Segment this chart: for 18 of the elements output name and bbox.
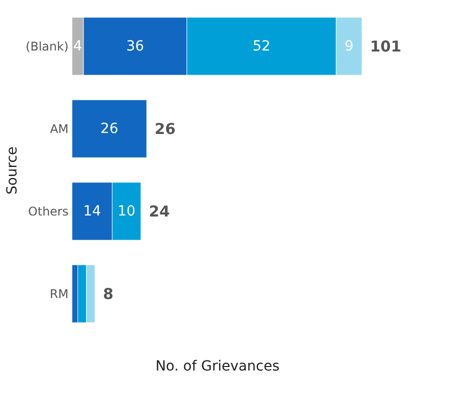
data-label: 26 bbox=[100, 120, 118, 137]
y-tick-label: AM bbox=[50, 122, 68, 136]
data-label: 14 bbox=[83, 203, 102, 220]
y-tick-label: RM bbox=[50, 286, 68, 301]
total-label: 24 bbox=[148, 202, 170, 220]
y-axis-title: Source bbox=[4, 146, 21, 195]
x-axis-title: No. of Grievances bbox=[155, 358, 280, 374]
data-label: 10 bbox=[118, 203, 136, 220]
data-label: 4 bbox=[73, 38, 82, 54]
data-label: 52 bbox=[252, 38, 270, 54]
bar bbox=[72, 100, 147, 158]
total-label: 8 bbox=[102, 284, 114, 303]
data-label: 36 bbox=[126, 38, 144, 54]
total-label: 101 bbox=[370, 37, 402, 56]
y-tick-label: (Blank) bbox=[26, 39, 68, 54]
y-tick-label: Others bbox=[28, 204, 68, 218]
total-label: 26 bbox=[154, 120, 176, 138]
data-label: 9 bbox=[344, 38, 354, 54]
